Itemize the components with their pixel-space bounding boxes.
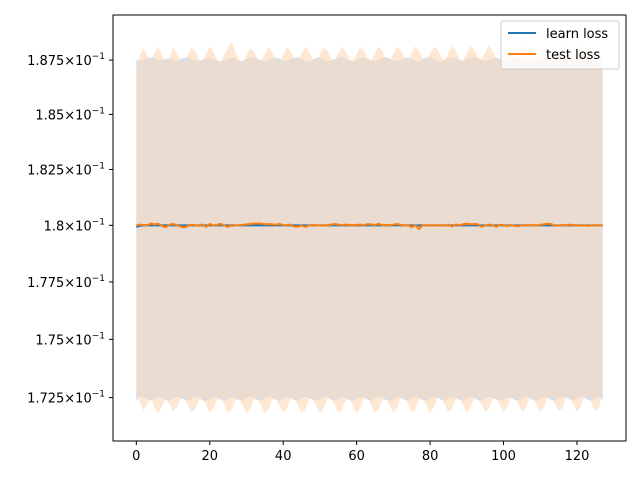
y-tick-label: 1.875×10−1 — [27, 52, 105, 69]
band-test-loss — [136, 41, 603, 414]
y-axis: 1.725×10−1 1.75×10−1 1.775×10−1 1.8×10−1 1.8… — [27, 52, 113, 407]
x-tick-label: 100 — [491, 449, 516, 464]
legend-label-test-loss: test loss — [546, 48, 600, 63]
x-tick-label: 60 — [348, 449, 365, 464]
bands — [136, 41, 603, 414]
y-tick-label: 1.775×10−1 — [27, 274, 105, 291]
y-tick-label: 1.725×10−1 — [27, 390, 105, 407]
x-tick-label: 40 — [275, 449, 292, 464]
plot-frame — [112, 14, 627, 442]
y-tick-label: 1.8×10−1 — [44, 217, 105, 234]
y-tick-label: 1.825×10−1 — [27, 161, 105, 178]
x-tick-label: 0 — [132, 449, 140, 464]
x-axis: 0 20 40 60 80 100 120 — [132, 441, 589, 464]
series-lines — [136, 222, 603, 231]
x-tick-label: 20 — [201, 449, 218, 464]
x-tick-label: 120 — [565, 449, 590, 464]
y-tick-label: 1.75×10−1 — [35, 331, 105, 348]
y-tick-label: 1.85×10−1 — [35, 106, 105, 123]
x-tick-label: 80 — [422, 449, 439, 464]
line-test-loss — [136, 222, 603, 231]
legend: learn loss test loss — [500, 20, 620, 70]
legend-label-learn-loss: learn loss — [546, 27, 608, 42]
